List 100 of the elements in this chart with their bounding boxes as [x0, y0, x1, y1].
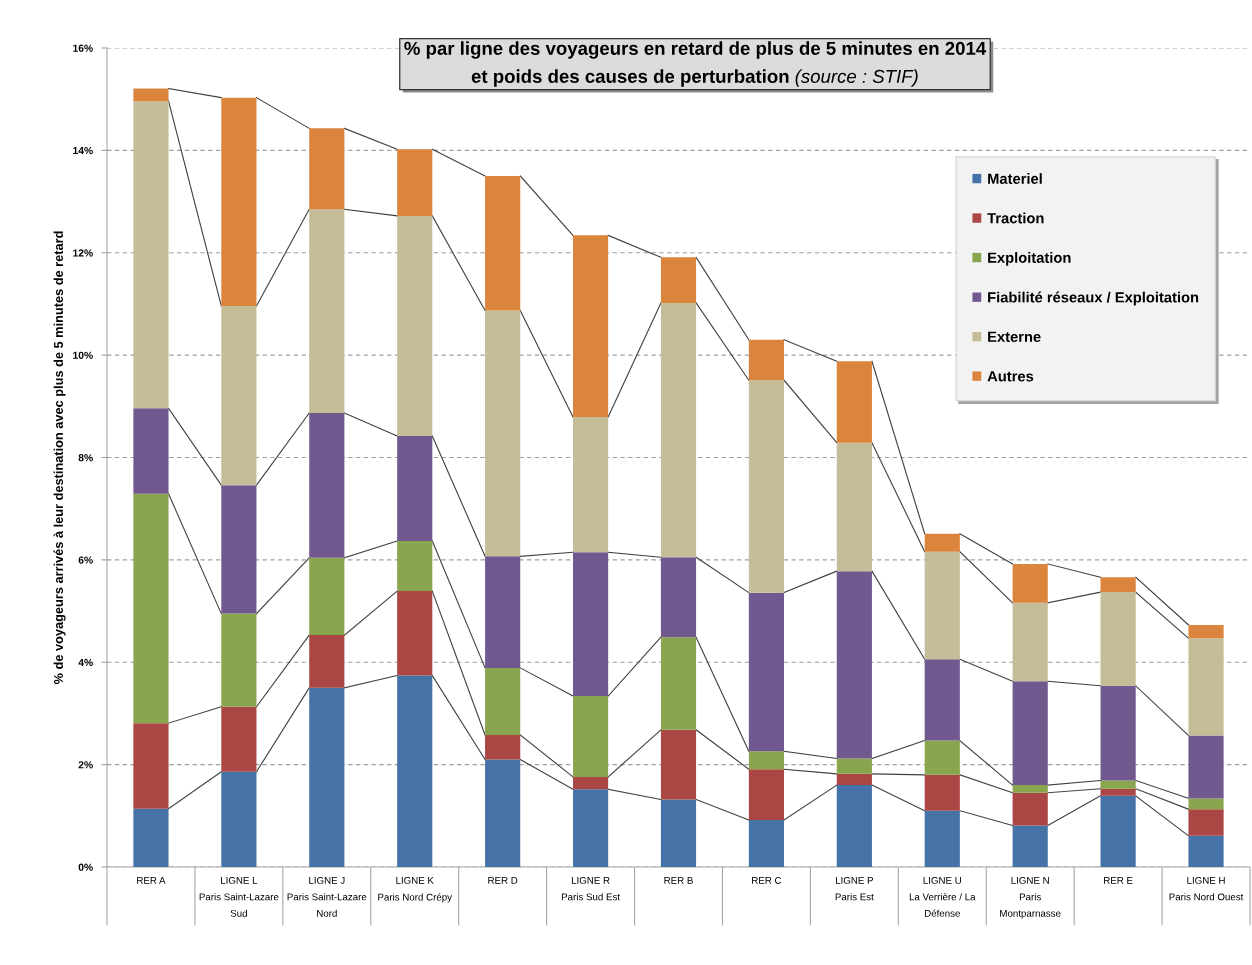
- y-axis-title: % de voyageurs arrivés à leur destination avec plus de 5 minutes de retard: [53, 231, 66, 685]
- x-tick-label: LIGNE K Paris Nord Crépy: [378, 876, 452, 903]
- bar: [221, 706, 257, 772]
- bar: [1188, 624, 1224, 639]
- bar: [133, 808, 169, 867]
- bar: [1188, 798, 1224, 810]
- bar: [485, 556, 521, 668]
- bar: [397, 591, 433, 676]
- legend-label: Traction: [987, 212, 1044, 224]
- x-tick-label: LIGNE N Paris Montparnasse: [1000, 876, 1061, 919]
- y-tick-label: 2%: [78, 761, 93, 769]
- y-tick-label: 8%: [78, 454, 93, 462]
- bar: [572, 235, 609, 418]
- bar: [133, 493, 169, 724]
- y-tick-label: 0%: [78, 863, 93, 871]
- bar: [1100, 577, 1136, 593]
- bar: [485, 759, 521, 867]
- bar: [1100, 685, 1136, 781]
- bar: [924, 810, 960, 867]
- bar: [924, 740, 960, 775]
- bar: [660, 799, 697, 867]
- text: et poids des causes de perturbation: [471, 69, 789, 87]
- bar: [572, 789, 609, 867]
- bar: [924, 551, 960, 660]
- bar: [1100, 788, 1136, 796]
- legend-label: Externe: [988, 331, 1041, 343]
- bar: [485, 310, 521, 557]
- x-tick-label: LIGNE J Paris Saint-Lazare Nord: [287, 876, 367, 917]
- y-tick-label: 14%: [73, 146, 93, 155]
- bar: [836, 361, 872, 443]
- bar: [309, 412, 345, 558]
- legend-label: Exploitation: [988, 252, 1071, 266]
- bar: [836, 758, 872, 774]
- bar: [133, 101, 169, 409]
- bar: [397, 215, 433, 436]
- bar: [1188, 735, 1224, 799]
- bar: [572, 417, 609, 553]
- bar: [836, 785, 872, 867]
- x-tick-label: LIGNE P Paris Est: [835, 876, 874, 901]
- y-tick-label: 4%: [78, 658, 93, 667]
- x-tick-label: RER C: [752, 876, 782, 884]
- bar: [660, 729, 697, 800]
- bar: [748, 819, 785, 867]
- bar: [1012, 602, 1048, 682]
- bar: [660, 302, 697, 558]
- x-tick-label: LIGNE U La Verrière / La Défense: [909, 876, 976, 917]
- bar: [660, 637, 697, 730]
- bar: [924, 774, 960, 811]
- bar: [748, 751, 785, 770]
- bar: [309, 635, 345, 688]
- x-tick-label: LIGNE R Paris Sud Est: [561, 876, 620, 901]
- bar: [397, 149, 433, 216]
- bar: [397, 436, 433, 541]
- bar: [1188, 638, 1224, 736]
- bar: [924, 659, 960, 741]
- bar: [1012, 681, 1048, 786]
- bar: [572, 776, 609, 790]
- bar: [836, 442, 872, 572]
- bar: [836, 773, 872, 786]
- bar: [748, 380, 785, 593]
- bar: [309, 557, 345, 636]
- bar: [1188, 809, 1224, 836]
- y-tick-label: 16%: [73, 44, 93, 52]
- bar: [221, 485, 257, 614]
- bar: [1100, 780, 1136, 789]
- x-tick-label: RER D: [488, 877, 518, 884]
- y-tick-label: 10%: [73, 351, 93, 359]
- bar: [485, 175, 521, 311]
- bar: [485, 734, 521, 760]
- bar: [748, 592, 785, 752]
- y-tick-label: 12%: [73, 249, 93, 257]
- x-tick-label: RER B: [664, 877, 693, 884]
- bar: [748, 339, 785, 381]
- bar: [1012, 825, 1048, 867]
- x-tick-label: RER E: [1104, 877, 1133, 884]
- bar: [1188, 835, 1224, 867]
- y-tick-label: 6%: [78, 556, 93, 564]
- legend-label: Fiabilité réseaux / Exploitation: [988, 291, 1199, 306]
- x-tick-label: LIGNE L Paris Saint-Lazare Sud: [199, 876, 279, 917]
- bar: [133, 408, 169, 494]
- bar: [1012, 792, 1048, 826]
- x-tick-label: RER A: [137, 877, 166, 884]
- bar: [572, 696, 609, 777]
- bar: [836, 571, 872, 759]
- bar: [309, 209, 345, 413]
- chart-title: % par ligne des voyageurs en retard de plus de 5 minutes en 2014: [404, 41, 987, 59]
- bar: [133, 88, 169, 102]
- bar: [309, 128, 345, 210]
- bar: [221, 305, 257, 486]
- bar: [485, 667, 521, 735]
- bar: [133, 723, 169, 809]
- bar: [1012, 785, 1048, 793]
- bar: [221, 97, 257, 306]
- bar: [221, 613, 257, 707]
- bar: [397, 540, 433, 592]
- bar: [660, 257, 697, 303]
- bar: [748, 769, 785, 820]
- annotation: (source : STIF): [795, 69, 918, 87]
- bar: [397, 675, 433, 867]
- bar: [309, 687, 345, 867]
